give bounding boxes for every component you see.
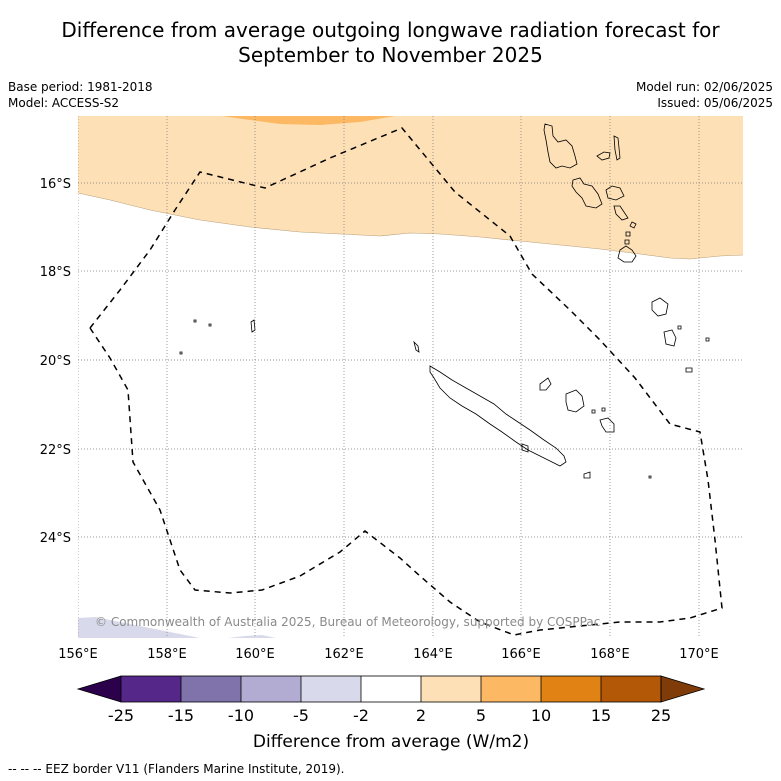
- colorbar-tick: 5: [476, 706, 486, 725]
- lon-label-162e: 162°E: [324, 647, 364, 662]
- meta-left: Base period: 1981-2018 Model: ACCESS-S2: [8, 79, 153, 111]
- lon-label-164e: 164°E: [413, 647, 453, 662]
- coastline-fiji-west: [651, 297, 710, 373]
- model-name: Model: ACCESS-S2: [8, 96, 120, 110]
- coastline-vanuatu: [543, 123, 637, 263]
- lat-label-24s: 24°S: [40, 531, 71, 546]
- lon-label-158e: 158°E: [147, 647, 187, 662]
- colorbar-tick: -2: [353, 706, 369, 725]
- title-line-2: September to November 2025: [238, 43, 543, 67]
- negative-anomaly-region: [78, 617, 200, 638]
- colorbar-tick: -5: [293, 706, 309, 725]
- lon-label-170e: 170°E: [679, 647, 719, 662]
- colorbar-ticks: -25 -15 -10 -5 -2 2 5 10 15 25: [108, 706, 671, 725]
- meta-right: Model run: 02/06/2025 Issued: 05/06/2025: [636, 79, 773, 111]
- negative-anomaly-region-2: [228, 635, 276, 638]
- colorbar: -25 -15 -10 -5 -2 2 5 10 15 25 Differenc…: [76, 675, 706, 752]
- colorbar-bin-7: [481, 676, 541, 702]
- colorbar-bin-9: [601, 676, 661, 702]
- colorbar-bin-3: [241, 676, 301, 702]
- issued-date: Issued: 05/06/2025: [657, 96, 773, 110]
- lon-label-168e: 168°E: [590, 647, 630, 662]
- gridlines: [78, 116, 743, 638]
- colorbar-extend-high: [660, 675, 706, 703]
- lat-label-16s: 16°S: [40, 177, 71, 192]
- lat-label-22s: 22°S: [40, 443, 71, 458]
- coastline-small-reefs: [179, 319, 256, 355]
- colorbar-bin-1: [121, 676, 181, 702]
- eez-border: [89, 127, 723, 636]
- colorbar-tick: -15: [168, 706, 194, 725]
- strong-positive-region: [222, 116, 395, 125]
- colorbar-extend-low: [76, 675, 122, 703]
- base-period: Base period: 1981-2018: [8, 80, 153, 94]
- colorbar-tick: 25: [651, 706, 671, 725]
- colorbar-tick: 10: [531, 706, 551, 725]
- colorbar-tick: 15: [591, 706, 611, 725]
- colorbar-tick: 2: [416, 706, 426, 725]
- colorbar-label: Difference from average (W/m2): [253, 732, 529, 752]
- colorbar-bin-2: [181, 676, 241, 702]
- eez-legend-footer: -- -- -- EEZ border V11 (Flanders Marine…: [8, 762, 345, 776]
- positive-anomaly-region: [78, 116, 743, 259]
- map-title: Difference from average outgoing longwav…: [0, 18, 781, 68]
- colorbar-bin-5: [361, 676, 421, 702]
- lon-labels: 156°E 158°E 160°E 162°E 164°E 166°E 168°…: [58, 647, 719, 662]
- lat-label-18s: 18°S: [40, 265, 71, 280]
- lat-labels: 16°S 18°S 20°S 22°S 24°S: [40, 177, 71, 546]
- copyright-text: © Commonwealth of Australia 2025, Bureau…: [95, 615, 600, 629]
- lon-label-166e: 166°E: [501, 647, 541, 662]
- map-panel: © Commonwealth of Australia 2025, Bureau…: [78, 116, 743, 638]
- colorbar-tick: -10: [228, 706, 254, 725]
- positive-anomaly-contour: [78, 192, 743, 260]
- coastline-new-caledonia: [413, 340, 652, 479]
- lon-label-156e: 156°E: [58, 647, 98, 662]
- colorbar-tick: -25: [108, 706, 134, 725]
- lon-label-160e: 160°E: [235, 647, 275, 662]
- model-run: Model run: 02/06/2025: [635, 80, 773, 94]
- lat-label-20s: 20°S: [40, 354, 71, 369]
- colorbar-bin-8: [541, 676, 601, 702]
- colorbar-bin-4: [301, 676, 361, 702]
- colorbar-bin-6: [421, 676, 481, 702]
- title-line-1: Difference from average outgoing longwav…: [61, 18, 720, 42]
- colorbar-dividers: [120, 675, 662, 703]
